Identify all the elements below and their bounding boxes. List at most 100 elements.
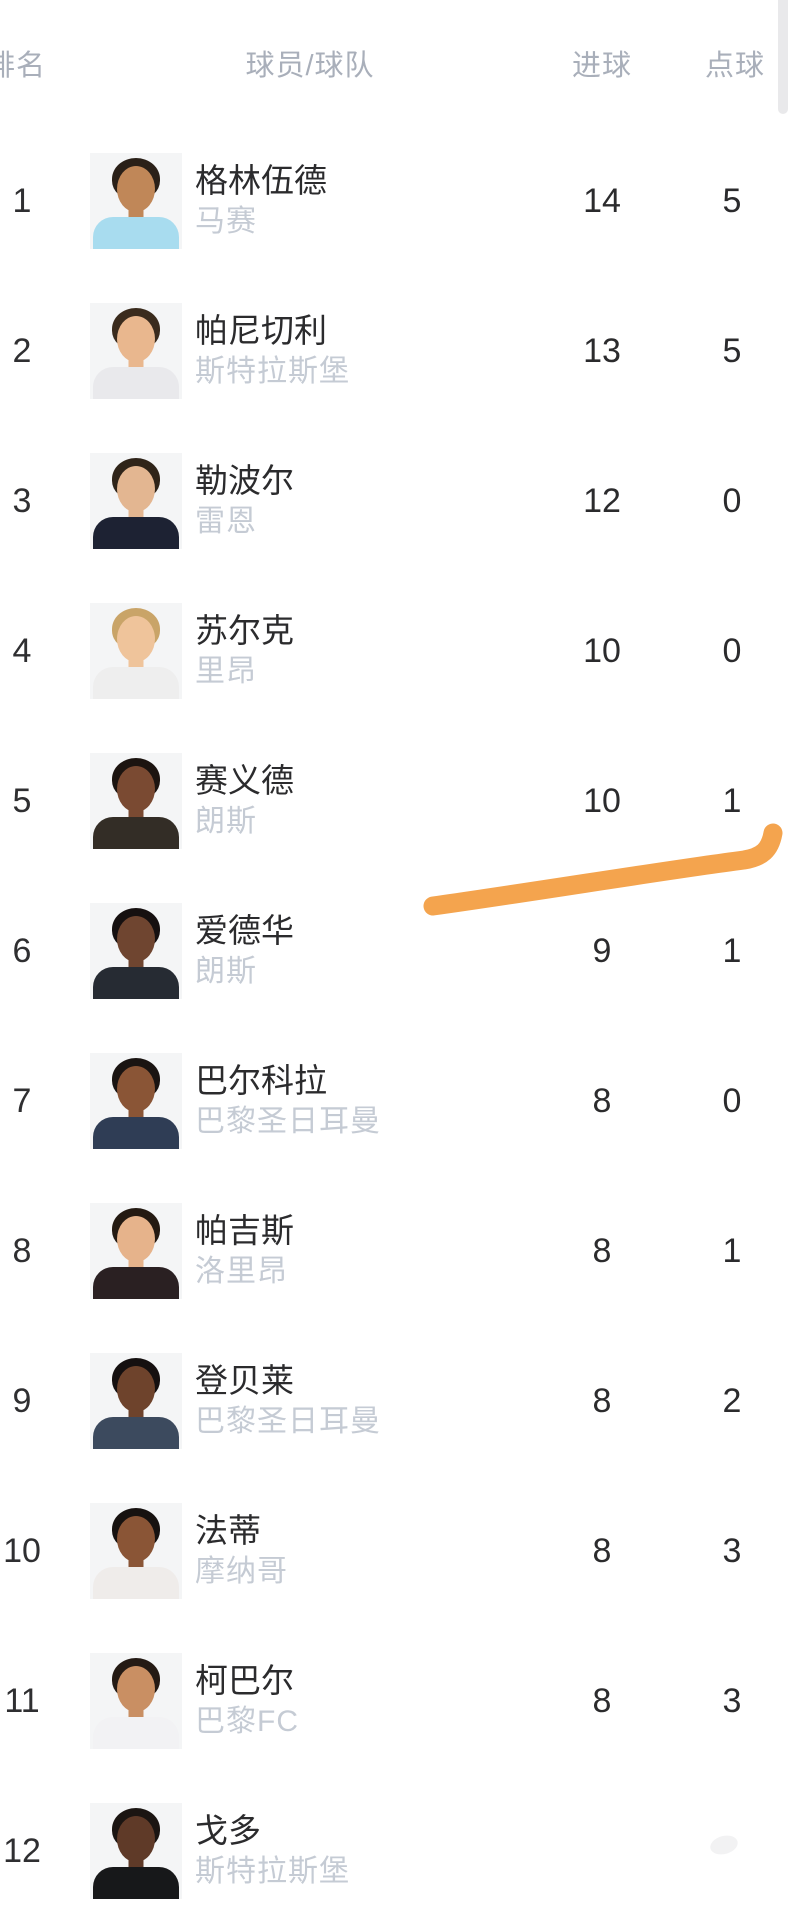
penalties-value: 1 <box>722 1231 742 1270</box>
player-name: 柯巴尔 <box>195 1662 294 1699</box>
goals-value <box>560 1776 644 1926</box>
player-photo <box>90 453 182 549</box>
avatar-jersey <box>93 817 179 849</box>
player-photo <box>90 1353 182 1449</box>
player-name: 帕尼切利 <box>195 312 327 349</box>
team-name: 摩纳哥 <box>195 1555 288 1588</box>
player-name: 帕吉斯 <box>195 1212 294 1249</box>
player-photo <box>90 903 182 999</box>
player-name: 勒波尔 <box>195 462 294 499</box>
player-name: 戈多 <box>195 1812 261 1849</box>
player-info: 苏尔克 里昂 <box>195 610 294 692</box>
avatar-face <box>117 1516 155 1562</box>
player-row[interactable]: 9 登贝莱 巴黎圣日耳曼 8 2 <box>0 1326 788 1476</box>
avatar-jersey <box>93 1567 179 1599</box>
goals-value: 14 <box>583 181 621 220</box>
penalties-value: 0 <box>722 481 742 520</box>
player-info: 法蒂 摩纳哥 <box>195 1510 288 1592</box>
column-header-goals: 进球 <box>571 50 633 82</box>
player-info: 戈多 斯特拉斯堡 <box>195 1810 350 1892</box>
team-name: 朗斯 <box>195 805 257 838</box>
avatar-jersey <box>93 367 179 399</box>
penalties-value: 1 <box>722 781 742 820</box>
player-info: 勒波尔 雷恩 <box>195 460 294 542</box>
column-header-player-team: 球员/球队 <box>245 50 375 82</box>
player-row[interactable]: 1 格林伍德 马赛 14 5 <box>0 126 788 276</box>
avatar-face <box>117 1216 155 1262</box>
player-info: 巴尔科拉 巴黎圣日耳曼 <box>195 1060 381 1142</box>
player-photo <box>90 1503 182 1599</box>
avatar-face <box>117 616 155 662</box>
player-name: 登贝莱 <box>195 1362 294 1399</box>
player-photo <box>90 753 182 849</box>
player-photo <box>90 603 182 699</box>
avatar-face <box>117 466 155 512</box>
player-row[interactable]: 2 帕尼切利 斯特拉斯堡 13 5 <box>0 276 788 426</box>
player-row[interactable]: 10 法蒂 摩纳哥 8 3 <box>0 1476 788 1626</box>
rank-number: 1 <box>12 181 32 220</box>
rank-number: 6 <box>12 931 32 970</box>
rank-number: 9 <box>12 1381 32 1420</box>
rank-number: 2 <box>12 331 32 370</box>
player-row[interactable]: 12 戈多 斯特拉斯堡 <box>0 1776 788 1926</box>
player-info: 帕吉斯 洛里昂 <box>195 1210 294 1292</box>
player-photo <box>90 1803 182 1899</box>
player-info: 帕尼切利 斯特拉斯堡 <box>195 310 350 392</box>
goals-value: 8 <box>592 1531 612 1570</box>
team-name: 里昂 <box>195 655 257 688</box>
penalties-value: 1 <box>722 931 742 970</box>
goals-value: 10 <box>583 631 621 670</box>
player-row[interactable]: 4 苏尔克 里昂 10 0 <box>0 576 788 726</box>
player-info: 赛义德 朗斯 <box>195 760 294 842</box>
avatar-face <box>117 1366 155 1412</box>
player-row[interactable]: 8 帕吉斯 洛里昂 8 1 <box>0 1176 788 1326</box>
avatar-jersey <box>93 1117 179 1149</box>
player-row[interactable]: 5 赛义德 朗斯 10 1 <box>0 726 788 876</box>
player-row[interactable]: 3 勒波尔 雷恩 12 0 <box>0 426 788 576</box>
penalties-value: 5 <box>722 331 742 370</box>
avatar-jersey <box>93 1717 179 1749</box>
player-name: 苏尔克 <box>195 612 294 649</box>
player-info: 爱德华 朗斯 <box>195 910 294 992</box>
rank-number: 3 <box>12 481 32 520</box>
rank-number: 4 <box>12 631 32 670</box>
goals-value: 12 <box>583 481 621 520</box>
goals-value: 13 <box>583 331 621 370</box>
penalties-value: 3 <box>722 1681 742 1720</box>
rank-number: 5 <box>12 781 32 820</box>
goals-value: 8 <box>592 1231 612 1270</box>
goals-value: 9 <box>592 931 612 970</box>
avatar-jersey <box>93 1267 179 1299</box>
avatar-jersey <box>93 967 179 999</box>
column-header-rank: 排名 <box>0 50 47 82</box>
rank-number: 11 <box>4 1681 40 1720</box>
goals-value: 10 <box>583 781 621 820</box>
player-photo <box>90 153 182 249</box>
avatar-jersey <box>93 1867 179 1899</box>
team-name: 巴黎FC <box>195 1705 299 1738</box>
avatar-face <box>117 1816 155 1862</box>
player-row[interactable]: 11 柯巴尔 巴黎FC 8 3 <box>0 1626 788 1776</box>
player-row[interactable]: 7 巴尔科拉 巴黎圣日耳曼 8 0 <box>0 1026 788 1176</box>
table-header: 排名 球员/球队 进球 点球 <box>0 0 788 126</box>
rank-number: 8 <box>12 1231 32 1270</box>
team-name: 雷恩 <box>195 505 257 538</box>
team-name: 巴黎圣日耳曼 <box>195 1105 381 1138</box>
avatar-face <box>117 1666 155 1712</box>
goals-value: 8 <box>592 1381 612 1420</box>
player-row[interactable]: 6 爱德华 朗斯 9 1 <box>0 876 788 1026</box>
team-name: 洛里昂 <box>195 1255 288 1288</box>
player-name: 巴尔科拉 <box>195 1062 327 1099</box>
rank-number: 7 <box>12 1081 32 1120</box>
player-name: 爱德华 <box>195 912 294 949</box>
scrollbar-thumb[interactable] <box>778 0 788 114</box>
player-photo <box>90 1053 182 1149</box>
avatar-face <box>117 766 155 812</box>
penalties-value: 5 <box>722 181 742 220</box>
penalties-value: 3 <box>722 1531 742 1570</box>
player-photo <box>90 303 182 399</box>
player-photo <box>90 1203 182 1299</box>
avatar-face <box>117 1066 155 1112</box>
avatar-jersey <box>93 217 179 249</box>
penalties-value: 0 <box>722 1081 742 1120</box>
